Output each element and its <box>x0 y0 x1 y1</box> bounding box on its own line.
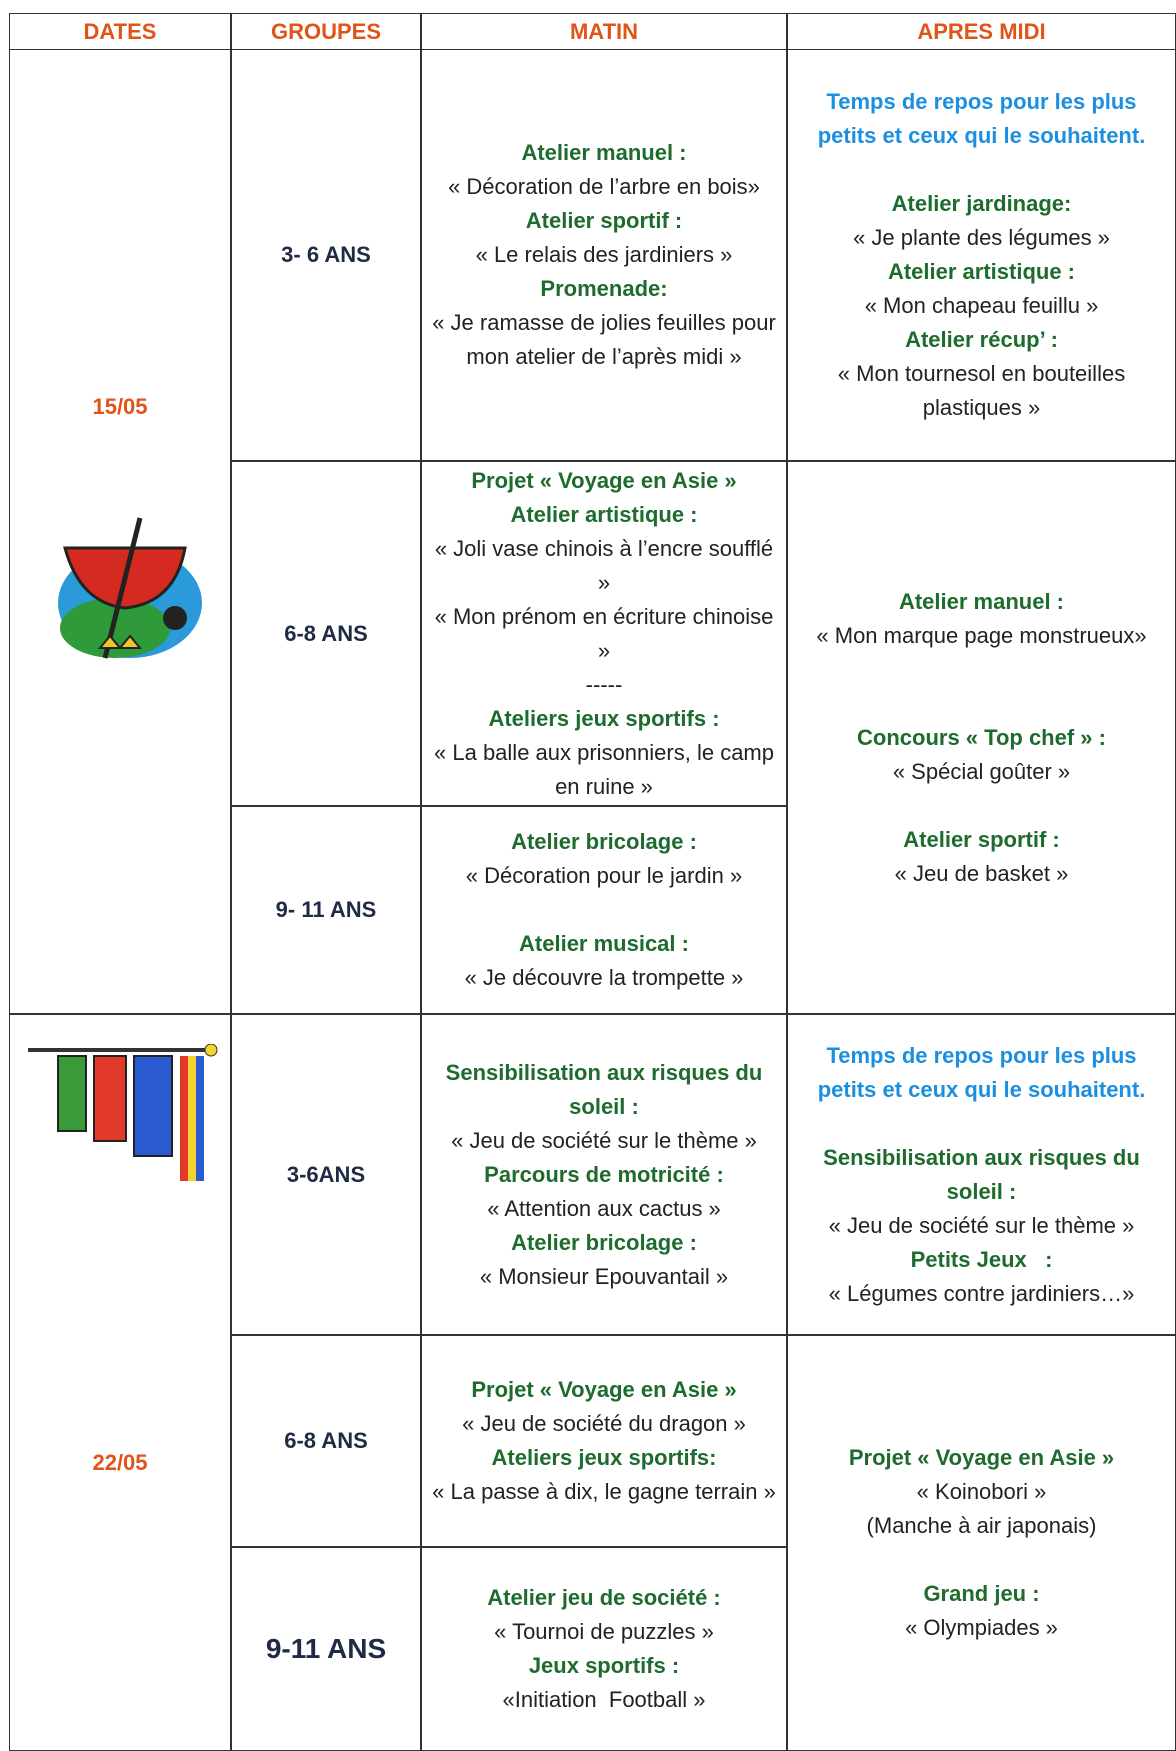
text-line: « Légumes contre jardiniers…» <box>828 1280 1135 1306</box>
text-line: « Mon marque page monstrueux» <box>816 622 1147 648</box>
text-line: « Jeu de basket » <box>894 860 1069 886</box>
text-line: « Jeu de société sur le thème » <box>828 1212 1135 1238</box>
text-line: Parcours de motricité : <box>484 1161 724 1187</box>
afternoon-cell: Temps de repos pour les plus petits et c… <box>787 49 1176 461</box>
text-line: Promenade: <box>540 276 668 301</box>
text-line: « La balle aux prisonniers, le camp en r… <box>434 739 781 799</box>
text-line: « Décoration pour le jardin » <box>465 863 743 888</box>
column-header: DATES <box>83 18 157 44</box>
text-line: « Monsieur Epouvantail » <box>479 1263 729 1289</box>
afternoon-cell: Projet « Voyage en Asie » « Koinobori » (M… <box>787 1335 1176 1751</box>
text-line: Concours « Top chef » : <box>857 724 1106 750</box>
text-line: « Je découvre la trompette » <box>464 965 744 990</box>
afternoon-cell: Temps de repos pour les plus petits et c… <box>787 1014 1176 1335</box>
text-line: « Le relais des jardiniers » <box>475 242 733 267</box>
text-line: « Spécial goûter » <box>892 758 1071 784</box>
text-line: Projet « Voyage en Asie » <box>471 467 737 493</box>
text-line: Projet « Voyage en Asie » <box>471 1377 737 1402</box>
group-name: 3-6ANS <box>286 1161 366 1187</box>
group-name: 6-8 ANS <box>284 620 368 646</box>
group-name: 9- 11 ANS <box>275 897 377 922</box>
text-line: Atelier artistique : <box>887 259 1076 284</box>
text-line: « La passe à dix, le gagne terrain » <box>432 1479 776 1504</box>
text-line: ----- <box>585 671 623 697</box>
text-line: Atelier sportif : <box>525 208 683 233</box>
text-line: Atelier jeu de société : <box>487 1585 721 1610</box>
text-line: « Olympiades » <box>905 1615 1058 1640</box>
date: 15/05 <box>92 394 148 419</box>
windsock-icon <box>28 1044 218 1181</box>
text-line: « Attention aux cactus » <box>487 1195 721 1221</box>
morning-cell: Atelier bricolage : « Décoration pour le … <box>421 806 787 1014</box>
text-line: « Je plante des légumes » <box>853 225 1110 250</box>
header-cell: APRES MIDI <box>787 13 1176 50</box>
text-line: « Jeu de société du dragon » <box>462 1411 746 1436</box>
text-line: Atelier sportif : <box>903 826 1060 852</box>
group-cell: 3- 6 ANS <box>231 49 421 461</box>
text-line: Atelier artistique : <box>510 501 698 527</box>
header-cell: MATIN <box>421 13 787 50</box>
text-line: Sensibilisation aux risques du soleil : <box>823 1144 1146 1204</box>
text-line: «Initiation Football » <box>502 1687 706 1712</box>
column-header: APRES MIDI <box>917 18 1046 44</box>
text-line: Jeux sportifs : <box>528 1653 680 1678</box>
text-line: Grand jeu : <box>923 1581 1040 1606</box>
text-line: Atelier manuel : <box>521 140 687 165</box>
text-line: « Joli vase chinois à l’encre soufflé » <box>434 535 780 595</box>
text-line: Sensibilisation aux risques du soleil : <box>445 1059 769 1119</box>
text-line: « Mon tournesol en bouteilles plastiques… <box>837 361 1132 420</box>
column-header: MATIN <box>569 18 639 44</box>
text-line: « Mon chapeau feuillu » <box>864 293 1099 318</box>
text-line: Atelier bricolage : <box>511 829 697 854</box>
group-name: 9-11 ANS <box>265 1633 387 1664</box>
group-name: 3- 6 ANS <box>281 242 371 267</box>
text-line: Atelier récup’ : <box>905 327 1058 352</box>
wheelbarrow-icon <box>58 517 202 659</box>
text-line: Projet « Voyage en Asie » <box>848 1445 1115 1470</box>
text-line: Atelier manuel : <box>898 588 1065 614</box>
text-line: Atelier musical : <box>519 931 689 956</box>
text-line: « Jeu de société sur le thème » <box>451 1127 757 1153</box>
text-line: Petits Jeux : <box>910 1246 1053 1272</box>
morning-cell: Projet « Voyage en Asie » « Jeu de sociét… <box>421 1335 787 1547</box>
text-line: Temps de repos pour les plus petits et c… <box>817 1042 1146 1102</box>
text-line: (Manche à air japonais) <box>866 1513 1097 1538</box>
text-line: « Décoration de l’arbre en bois» <box>448 174 760 199</box>
afternoon-cell: Atelier manuel : « Mon marque page monstr… <box>787 461 1176 1014</box>
text-line: « Je ramasse de jolies feuilles pour mon… <box>432 310 782 369</box>
text-line: « Koinobori » <box>916 1479 1047 1504</box>
text-line: Ateliers jeux sportifs : <box>488 705 720 731</box>
morning-cell: Sensibilisation aux risques du soleil : «… <box>421 1014 787 1335</box>
text-line: Ateliers jeux sportifs: <box>491 1445 717 1470</box>
group-cell: 9-11 ANS <box>231 1547 421 1751</box>
text-line: « Mon prénom en écriture chinoise » <box>434 603 780 663</box>
group-cell: 6-8 ANS <box>231 1335 421 1547</box>
text-line: Atelier jardinage: <box>891 191 1072 216</box>
group-cell: 3-6ANS <box>231 1014 421 1335</box>
morning-cell: Atelier jeu de société : « Tournoi de puz… <box>421 1547 787 1751</box>
group-name: 6-8 ANS <box>284 1428 368 1453</box>
morning-cell: Projet « Voyage en Asie » Atelier artisti… <box>421 461 787 806</box>
group-cell: 9- 11 ANS <box>231 806 421 1014</box>
date: 22/05 <box>92 1450 148 1475</box>
header-cell: GROUPES <box>231 13 421 50</box>
header-cell: DATES <box>9 13 231 50</box>
text-line: Temps de repos pour les plus petits et c… <box>817 89 1146 148</box>
text-line: « Tournoi de puzzles » <box>494 1619 714 1644</box>
group-cell: 6-8 ANS <box>231 461 421 806</box>
column-header: GROUPES <box>270 18 382 44</box>
morning-cell: Atelier manuel : « Décoration de l’arbre … <box>421 49 787 461</box>
text-line: Atelier bricolage : <box>511 1229 697 1255</box>
